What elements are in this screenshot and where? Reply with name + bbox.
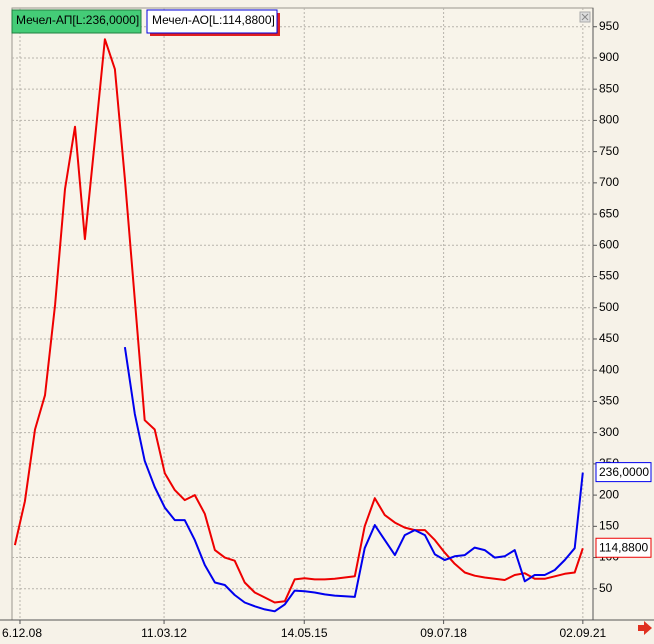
x-tick-label: 11.03.12: [141, 626, 187, 640]
axis-labels: 5010015020025030035040045050055060065070…: [2, 19, 652, 640]
price-tag: [595, 537, 652, 558]
legend-box[interactable]: [11, 9, 142, 34]
plot-area: [11, 7, 594, 621]
y-tick-label: 850: [599, 81, 619, 95]
x-tick-label: 6.12.08: [2, 626, 42, 640]
y-tick-label: 800: [599, 113, 619, 127]
y-tick-label: 150: [599, 518, 619, 532]
x-tick-label: 14.05.15: [281, 626, 328, 640]
y-tick-label: 300: [599, 425, 619, 439]
x-tick-label: 02.09.21: [559, 626, 606, 640]
y-tick-label: 350: [599, 394, 619, 408]
y-tick-label: 650: [599, 206, 619, 220]
y-tick-label: 950: [599, 19, 619, 33]
series-line: [13, 38, 584, 604]
price-tag: [595, 462, 652, 483]
price-tag-label: 114,8800: [599, 540, 648, 554]
y-tick-label: 450: [599, 331, 619, 345]
y-tick-label: 600: [599, 237, 619, 251]
y-tick-label: 500: [599, 300, 619, 314]
series-lines: [13, 38, 584, 613]
y-tick-label: 50: [599, 581, 613, 595]
legend-label: Мечел-АП[L:236,0000]: [16, 13, 139, 27]
grid: [12, 8, 597, 624]
series-line: [123, 346, 584, 613]
price-tag-label: 236,0000: [599, 465, 649, 479]
x-tick-label: 09.07.18: [420, 626, 467, 640]
y-tick-label: 700: [599, 175, 619, 189]
y-tick-label: 900: [599, 50, 619, 64]
y-tick-label: 550: [599, 269, 619, 283]
scroll-arrow[interactable]: [638, 621, 652, 635]
close-icon: [581, 13, 589, 21]
y-tick-label: 750: [599, 144, 619, 158]
legend-label: Мечел-АО[L:114,8800]: [152, 13, 275, 27]
y-tick-label: 200: [599, 487, 619, 501]
y-tick-label: 400: [599, 362, 619, 376]
legend-box[interactable]: [146, 9, 278, 34]
